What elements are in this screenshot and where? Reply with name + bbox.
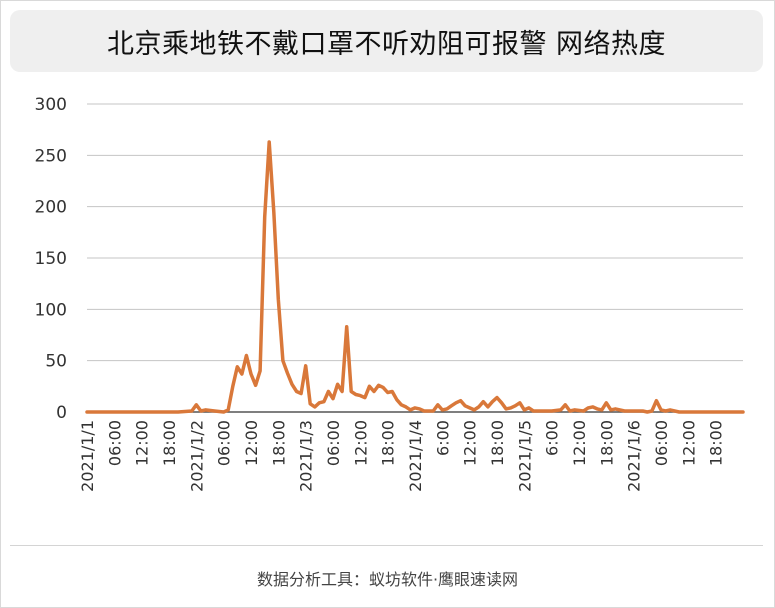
x-tick-label: 06:00 [215, 420, 234, 466]
x-tick-label: 12:00 [461, 420, 480, 466]
x-tick-label: 2021/1/1 [78, 420, 97, 492]
x-tick-label: 2021/1/6 [625, 420, 644, 492]
series-line [85, 140, 745, 414]
y-tick-label: 250 [35, 146, 67, 166]
x-tick-label: 06:00 [324, 420, 343, 466]
footer-divider [10, 545, 763, 546]
y-tick-label: 100 [35, 300, 67, 320]
x-tick-label: 06:00 [652, 420, 671, 466]
x-tick-label: 6:00 [543, 420, 562, 456]
x-tick-label: 6:00 [433, 420, 452, 456]
x-tick-label: 12:00 [679, 420, 698, 466]
chart-title: 北京乘地铁不戴口罩不听劝阻可报警 网络热度 [106, 28, 667, 60]
footer-source: 数据分析工具：蚁坊软件·鹰眼速读网 [256, 570, 519, 589]
x-tick-label: 18:00 [707, 420, 726, 466]
x-tick-label: 12:00 [242, 420, 261, 466]
y-tick-label: 150 [35, 249, 67, 269]
title-bar: 北京乘地铁不戴口罩不听劝阻可报警 网络热度 [10, 10, 763, 72]
x-tick-label: 12:00 [133, 420, 152, 466]
x-tick-label: 12:00 [351, 420, 370, 466]
x-tick-label: 2021/1/2 [187, 420, 206, 492]
x-tick-label: 18:00 [379, 420, 398, 466]
x-tick-label: 2021/1/5 [515, 420, 534, 492]
x-tick-label: 2021/1/3 [297, 420, 316, 492]
y-tick-label: 200 [35, 198, 67, 218]
x-tick-label: 18:00 [269, 420, 288, 466]
x-tick-label: 2021/1/4 [406, 420, 425, 492]
y-tick-label: 50 [45, 352, 67, 372]
y-tick-label: 0 [56, 403, 67, 423]
y-tick-label: 300 [35, 95, 67, 115]
x-tick-label: 12:00 [570, 420, 589, 466]
x-tick-label: 18:00 [597, 420, 616, 466]
x-tick-label: 18:00 [160, 420, 179, 466]
x-tick-label: 18:00 [488, 420, 507, 466]
x-tick-label: 06:00 [105, 420, 124, 466]
